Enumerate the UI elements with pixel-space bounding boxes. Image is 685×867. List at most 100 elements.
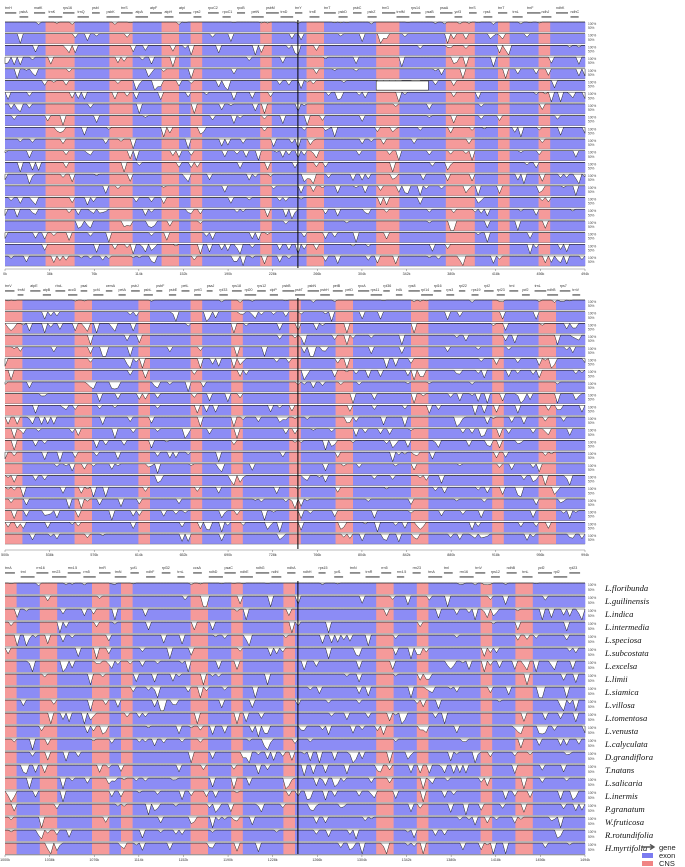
cns-region [260, 80, 273, 91]
exon-region [179, 68, 191, 79]
gene-label: rps19 [472, 288, 481, 292]
cns-region [109, 162, 133, 173]
cns-region [92, 778, 110, 790]
cns-region [190, 700, 209, 712]
y-tick-mid: 50% [588, 666, 595, 670]
x-tick-label: 880k [447, 553, 455, 557]
exon-region [208, 791, 232, 803]
cns-region [74, 300, 93, 311]
exon-region [428, 596, 481, 608]
exon-region [109, 700, 122, 712]
cns-region [498, 45, 510, 56]
exon-region [150, 522, 191, 533]
cns-region [190, 311, 203, 322]
y-tick-top: 100% [588, 233, 596, 237]
exon-region [532, 622, 586, 634]
cns-region [306, 68, 325, 79]
gene-bar [193, 572, 202, 574]
cns-region [335, 487, 354, 498]
cns-region [121, 817, 133, 829]
exon-region [550, 220, 586, 231]
species-label: L.subcostata [604, 648, 649, 658]
exon-region [202, 150, 261, 161]
species-label: L.venusta [604, 726, 638, 736]
exon-region [179, 22, 191, 33]
exon-region [16, 791, 41, 803]
cns-region [376, 791, 394, 803]
track-L.calyculata: 100%50% [5, 738, 596, 751]
exon-region [353, 381, 412, 392]
gene-label: ndhD [209, 570, 218, 574]
gene-bar [30, 290, 41, 292]
cns-region [190, 162, 203, 173]
species-label: P.granatum [604, 804, 645, 814]
exon-region [202, 22, 261, 33]
cns-region [289, 393, 302, 404]
cns-region [335, 522, 354, 533]
legend: gene exon CNS [641, 843, 676, 867]
cns-region [5, 381, 23, 392]
cns-region [283, 583, 296, 595]
exon-region [208, 648, 232, 660]
exon-region [202, 475, 232, 486]
exon-region [132, 232, 162, 243]
exon-region [428, 487, 493, 498]
cns-region [161, 127, 180, 138]
gene-label: accD [68, 288, 77, 292]
exon-region [353, 358, 412, 369]
exon-region [242, 765, 284, 777]
exon-region [242, 417, 290, 428]
y-tick-top: 100% [588, 34, 596, 38]
cns-region [538, 370, 557, 381]
exon-region [399, 68, 447, 79]
identity-trace [5, 428, 585, 440]
gene-label: ndhJ [542, 10, 550, 14]
exon-region [242, 358, 290, 369]
track-L.salicaria: 100%50% [5, 196, 596, 208]
exon-region [242, 300, 290, 311]
exon-region [92, 534, 139, 545]
exon-region [509, 256, 539, 267]
cns-region [190, 300, 203, 311]
exon-region [295, 609, 377, 621]
cns-region [376, 700, 394, 712]
track-L.limii: 100%50% [5, 673, 596, 686]
cns-region [376, 150, 400, 161]
gene-bar [168, 294, 177, 296]
track-H.myrtifolia: 100%50% [5, 255, 596, 267]
exon-region [202, 487, 232, 498]
cns-region [5, 405, 23, 416]
gene-label: ycf2 [538, 566, 545, 570]
cns-region [231, 765, 244, 777]
y-tick-top: 100% [588, 370, 596, 374]
exon-region [74, 68, 110, 79]
exon-region [532, 739, 586, 751]
cns-region [260, 45, 273, 56]
exon-region [503, 346, 539, 357]
exon-region [324, 209, 377, 220]
species-label: L.inermis [604, 791, 638, 801]
cns-region [376, 648, 394, 660]
cns-region [231, 311, 244, 322]
exon-region [393, 583, 418, 595]
track-L.subcostata: 100%50% [4, 647, 596, 660]
exon-region [57, 726, 93, 738]
cns-region [190, 45, 203, 56]
cns-region [538, 33, 551, 44]
y-tick-top: 100% [588, 45, 596, 49]
gene-bar [34, 12, 46, 14]
exon-region [92, 300, 139, 311]
y-tick-top: 100% [588, 791, 596, 795]
gene-bar [222, 16, 231, 18]
exon-region [150, 428, 191, 439]
cns-region [480, 752, 493, 764]
cns-region [39, 648, 58, 660]
exon-region [57, 596, 93, 608]
cns-region [376, 103, 400, 114]
cns-region [231, 752, 244, 764]
exon-region [399, 209, 447, 220]
y-tick-top: 100% [588, 487, 596, 491]
y-tick-top: 100% [588, 198, 596, 202]
exon-region [74, 174, 110, 185]
